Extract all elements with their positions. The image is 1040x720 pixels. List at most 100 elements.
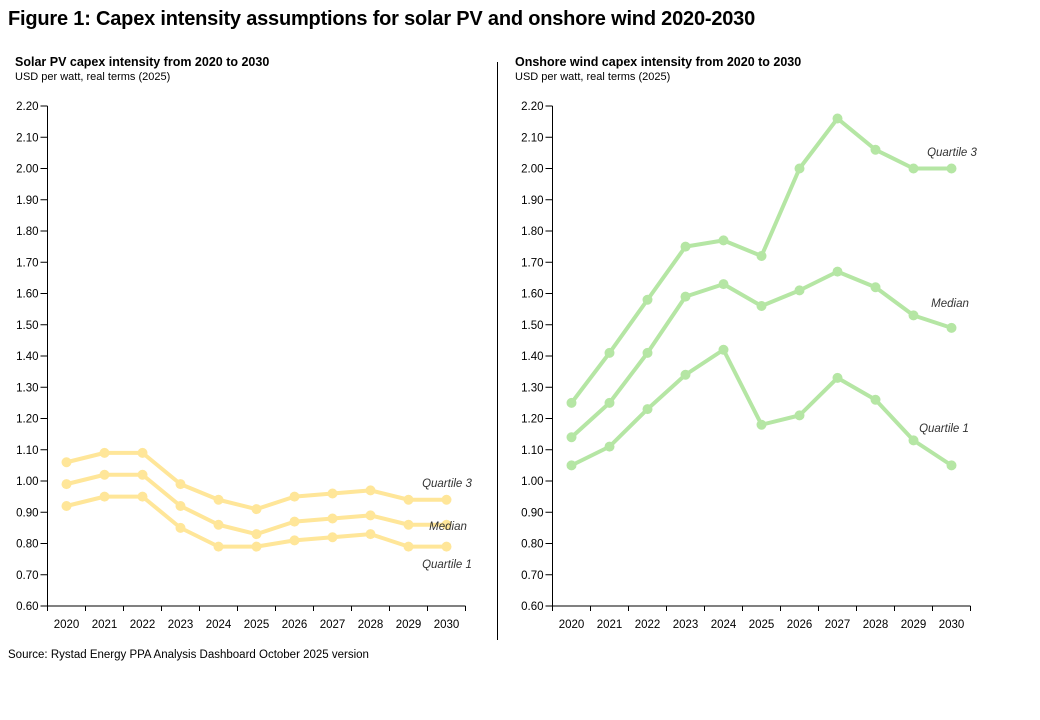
y-tick-label: 1.50 [521, 320, 543, 332]
data-point-marker [61, 457, 72, 468]
y-axis [545, 105, 553, 607]
data-point-marker [137, 491, 148, 502]
y-tick-label: 2.00 [521, 164, 543, 176]
data-point-marker [327, 513, 338, 524]
data-point-marker [908, 163, 919, 174]
data-point-marker [289, 535, 300, 546]
data-point-marker [251, 541, 262, 552]
y-tick-label: 1.10 [16, 445, 38, 457]
data-point-marker [946, 163, 957, 174]
source-note: Source: Rystad Energy PPA Analysis Dashb… [8, 649, 369, 661]
solar-pv-chart-subtitle: USD per watt, real terms (2025) [15, 71, 171, 83]
solar-pv-plot: 2.20 2.10 2.00 1.90 1.80 1.70 1.60 1.50 1.40 1.30… [16, 101, 473, 631]
data-point-marker [251, 504, 262, 515]
data-point-marker [403, 519, 414, 530]
data-point-marker [566, 460, 577, 471]
solar-pv-chart-title: Solar PV capex intensity from 2020 to 20… [15, 55, 270, 69]
x-axis [47, 605, 466, 611]
y-tick-label: 1.50 [16, 320, 38, 332]
x-tick-label: 2024 [206, 619, 232, 631]
x-axis [552, 605, 971, 611]
y-tick-label: 1.30 [521, 382, 543, 394]
data-point-marker [794, 163, 805, 174]
x-tick-label: 2023 [673, 619, 699, 631]
y-tick-label: 2.00 [16, 164, 38, 176]
y-tick-label: 1.80 [521, 226, 543, 238]
x-tick-label: 2024 [711, 619, 737, 631]
series-label-quartile-1: Quartile 1 [919, 423, 969, 435]
data-point-marker [137, 469, 148, 480]
data-point-marker [794, 410, 805, 421]
series-median: Median [566, 266, 969, 443]
data-point-marker [642, 404, 653, 415]
y-tick-label: 1.60 [16, 289, 38, 301]
series-line [64, 450, 449, 512]
y-tick-label: 0.70 [16, 570, 38, 582]
series-line [569, 347, 954, 468]
data-point-marker [99, 491, 110, 502]
x-tick-label: 2023 [168, 619, 194, 631]
y-tick-label: 0.70 [521, 570, 543, 582]
series-quartile-1: Quartile 1 [61, 491, 472, 571]
series-label-median: Median [931, 298, 969, 310]
data-point-marker [908, 310, 919, 321]
y-tick-label: 1.00 [16, 476, 38, 488]
data-point-marker [61, 479, 72, 490]
solar-pv-chart: Solar PV capex intensity from 2020 to 20… [10, 55, 532, 655]
data-point-marker [604, 441, 615, 452]
series-quartile-3: Quartile 3 [566, 113, 978, 408]
series-label-quartile-3: Quartile 3 [422, 478, 472, 490]
data-point-marker [604, 347, 615, 358]
y-tick-label: 1.90 [16, 195, 38, 207]
series-quartile-3: Quartile 3 [61, 447, 473, 515]
data-point-marker [289, 516, 300, 527]
y-axis-labels: 2.20 2.10 2.00 1.90 1.80 1.70 1.60 1.50 1.40 1.30… [521, 101, 543, 613]
data-point-marker [756, 251, 767, 261]
data-point-marker [403, 494, 414, 505]
x-tick-label: 2027 [320, 619, 346, 631]
data-point-marker [642, 347, 653, 358]
y-tick-label: 1.00 [521, 476, 543, 488]
onshore-wind-chart-subtitle: USD per watt, real terms (2025) [515, 71, 671, 83]
data-point-marker [946, 322, 957, 333]
x-tick-label: 2025 [244, 619, 270, 631]
data-point-marker [946, 460, 957, 471]
y-tick-label: 1.10 [521, 445, 543, 457]
y-tick-label: 1.70 [16, 257, 38, 269]
y-tick-label: 1.80 [16, 226, 38, 238]
data-point-marker [441, 541, 452, 552]
x-tick-label: 2022 [635, 619, 661, 631]
y-tick-label: 1.30 [16, 382, 38, 394]
x-tick-label: 2030 [939, 619, 965, 631]
x-tick-label: 2020 [559, 619, 585, 631]
data-point-marker [327, 532, 338, 543]
data-point-marker [251, 529, 262, 540]
data-point-marker [756, 419, 767, 430]
figure-title: Figure 1: Capex intensity assumptions fo… [8, 8, 756, 30]
x-tick-label: 2029 [396, 619, 422, 631]
data-point-marker [794, 285, 805, 296]
y-tick-label: 0.60 [16, 601, 38, 613]
data-point-marker [832, 113, 843, 124]
x-tick-label: 2026 [282, 619, 308, 631]
series-label-quartile-1: Quartile 1 [422, 559, 472, 571]
data-point-marker [832, 372, 843, 383]
x-tick-label: 2025 [749, 619, 775, 631]
data-point-marker [289, 491, 300, 502]
data-point-marker [175, 479, 186, 490]
x-tick-label: 2021 [92, 619, 118, 631]
onshore-wind-chart-title: Onshore wind capex intensity from 2020 t… [515, 55, 802, 69]
y-tick-label: 2.10 [16, 132, 38, 144]
data-point-marker [175, 522, 186, 533]
y-tick-label: 1.40 [16, 351, 38, 363]
y-tick-label: 1.20 [521, 414, 543, 426]
x-tick-label: 2029 [901, 619, 927, 631]
data-point-marker [756, 301, 767, 311]
data-point-marker [680, 369, 691, 380]
data-point-marker [365, 485, 376, 496]
y-tick-label: 1.20 [16, 414, 38, 426]
y-tick-label: 2.10 [521, 132, 543, 144]
data-point-marker [213, 519, 224, 530]
x-tick-label: 2020 [54, 619, 80, 631]
